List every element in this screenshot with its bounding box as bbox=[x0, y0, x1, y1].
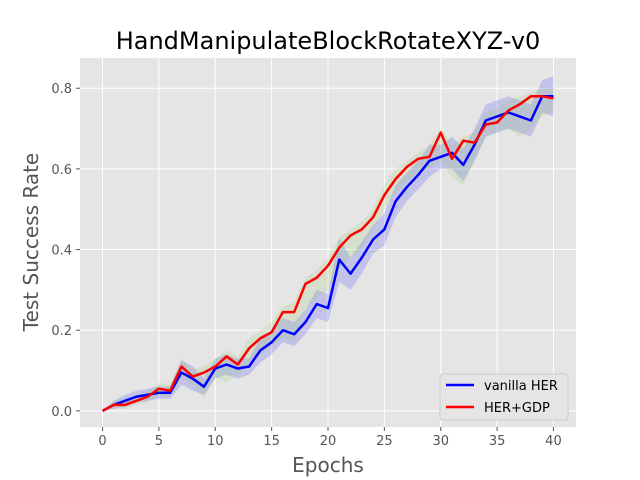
y-tick-label: 0.0 bbox=[51, 405, 72, 420]
confidence-bands bbox=[102, 76, 554, 411]
grid bbox=[80, 58, 576, 427]
chart-title: HandManipulateBlockRotateXYZ-v0 bbox=[116, 27, 541, 55]
y-axis-label: Test Success Rate bbox=[19, 153, 43, 332]
x-tick-label: 20 bbox=[320, 434, 337, 449]
legend-label-her-gdp: HER+GDP bbox=[484, 401, 550, 416]
band-vanilla-her bbox=[102, 76, 554, 411]
x-tick-label: 35 bbox=[489, 434, 506, 449]
x-tick-label: 40 bbox=[545, 434, 562, 449]
y-axis-ticks: 0.0 0.2 0.4 0.6 0.8 bbox=[51, 82, 80, 420]
x-tick-label: 25 bbox=[376, 434, 393, 449]
line-her-gdp bbox=[101, 95, 554, 412]
x-tick-label: 15 bbox=[263, 434, 280, 449]
series-lines bbox=[101, 95, 554, 412]
band-her-gdp bbox=[102, 88, 554, 411]
x-axis-ticks: 0 5 10 15 20 25 30 35 40 bbox=[98, 427, 562, 449]
x-axis-label: Epochs bbox=[292, 453, 364, 477]
y-tick-label: 0.8 bbox=[51, 82, 72, 97]
y-tick-label: 0.4 bbox=[51, 244, 72, 259]
x-tick-label: 0 bbox=[98, 434, 106, 449]
legend-label-vanilla-her: vanilla HER bbox=[484, 379, 558, 394]
x-tick-label: 30 bbox=[432, 434, 449, 449]
x-tick-label: 10 bbox=[207, 434, 224, 449]
x-tick-label: 5 bbox=[155, 434, 163, 449]
y-tick-label: 0.2 bbox=[51, 324, 72, 339]
legend: vanilla HER HER+GDP bbox=[439, 373, 569, 421]
y-tick-label: 0.6 bbox=[51, 163, 72, 178]
